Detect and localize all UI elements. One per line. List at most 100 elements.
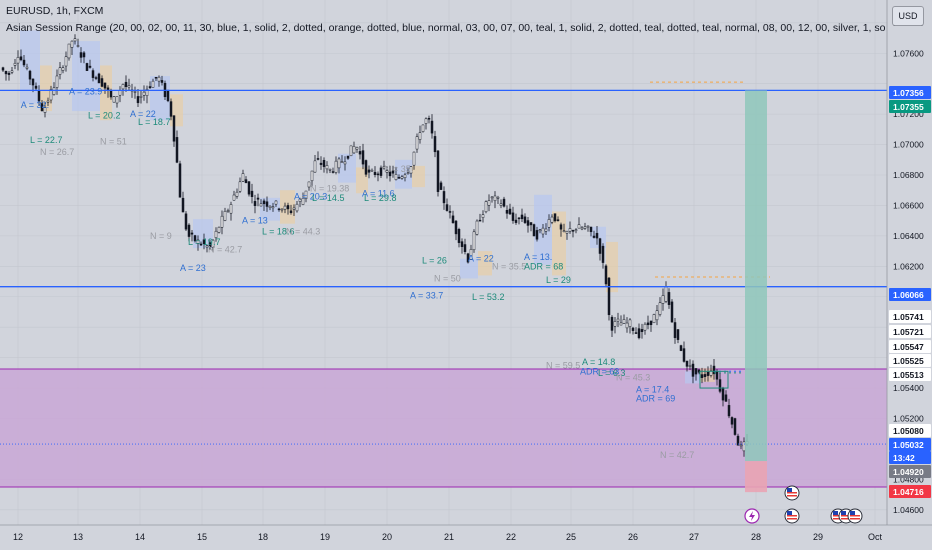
time-tick-label: 20 xyxy=(382,532,392,542)
candle-body xyxy=(133,91,137,93)
price-badge-label: 1.07356 xyxy=(893,88,924,98)
candle-body xyxy=(379,167,383,176)
price-badge xyxy=(889,354,931,367)
candle-body xyxy=(418,132,422,140)
candle-body xyxy=(496,196,500,199)
candle-body xyxy=(583,226,587,229)
price-badge-label: 1.05741 xyxy=(893,312,924,322)
price-badge xyxy=(889,465,931,478)
candle-body xyxy=(532,224,536,237)
candle-body xyxy=(43,106,47,113)
candle-body xyxy=(187,224,191,237)
candle-body xyxy=(499,203,503,206)
candle-body xyxy=(211,239,215,248)
demand-zone[interactable] xyxy=(0,369,887,487)
session-range-label: L = 20.2 xyxy=(88,111,120,121)
flag-canton xyxy=(833,511,838,515)
economic-event-icon[interactable] xyxy=(784,485,800,501)
candle-body xyxy=(76,45,80,47)
price-badge-label: 1.04920 xyxy=(893,467,924,477)
candle-body xyxy=(586,225,590,228)
candle-body xyxy=(592,235,596,238)
candle-body xyxy=(742,441,746,452)
symbol-info[interactable]: EURUSD, 1h, FXCM xyxy=(6,5,104,17)
candle-body xyxy=(322,159,326,167)
lightning-bolt-icon xyxy=(749,511,755,521)
session-range-label: N = 42.7 xyxy=(660,450,694,460)
flag-stripe xyxy=(850,518,860,520)
candle-body xyxy=(88,65,92,68)
session-outline-box xyxy=(699,370,729,389)
session-range-label: N = 19.38 xyxy=(310,184,349,194)
price-badge xyxy=(889,424,931,437)
price-badge-label: 1.05513 xyxy=(893,370,924,380)
dividend-event-icon[interactable] xyxy=(744,508,760,524)
session-range-label: L = 18.7 xyxy=(138,117,170,127)
candle-body xyxy=(355,147,359,150)
currency-button[interactable]: USD xyxy=(892,6,924,26)
candle-body xyxy=(487,200,491,206)
candle-body xyxy=(229,204,233,214)
candle-body xyxy=(352,146,356,154)
candle-body xyxy=(310,170,314,182)
price-badge xyxy=(889,451,931,464)
candle-body xyxy=(205,245,209,248)
candle-body xyxy=(343,161,347,165)
candle-body xyxy=(409,166,413,174)
candle-body xyxy=(604,265,608,285)
candle-body xyxy=(178,163,182,198)
candle-body xyxy=(271,206,275,209)
session-range-box xyxy=(72,41,100,112)
flag-stripe xyxy=(841,518,851,520)
candle-body xyxy=(256,197,260,200)
session-range-label: N = 44.3 xyxy=(286,226,320,236)
candle-body xyxy=(295,203,299,212)
candle-body xyxy=(541,227,545,235)
indicator-legend[interactable]: Asian Session Range (20, 00, 02, 00, 11,… xyxy=(6,22,886,34)
session-range-box xyxy=(478,251,492,276)
candle-body xyxy=(631,327,635,331)
candle-body xyxy=(253,201,257,206)
candle-body xyxy=(736,435,740,446)
candle-body xyxy=(706,371,710,376)
candle-body xyxy=(721,387,725,401)
session-range-box xyxy=(20,30,40,104)
candle-body xyxy=(79,52,83,58)
flag-stripe xyxy=(833,518,843,520)
price-badge-label: 1.04716 xyxy=(893,487,924,497)
candle-body xyxy=(34,85,38,89)
flag-stripe xyxy=(787,492,797,494)
candle-body xyxy=(259,203,263,207)
stop-loss-zone[interactable] xyxy=(745,461,767,493)
session-range-label: A = 17.4 xyxy=(636,385,669,395)
candle-body xyxy=(67,43,71,59)
candle-body xyxy=(4,71,8,75)
candle-body xyxy=(529,222,533,226)
candle-body xyxy=(127,85,131,88)
candle-body xyxy=(265,201,269,207)
session-range-label: L = 26 xyxy=(422,255,447,265)
candle-body xyxy=(484,201,488,213)
price-tick-label: 1.06800 xyxy=(893,170,924,180)
candle-body xyxy=(637,328,641,339)
economic-event-icon[interactable] xyxy=(847,508,863,524)
candle-body xyxy=(226,210,230,212)
price-badge xyxy=(889,485,931,498)
candle-body xyxy=(232,194,236,201)
candle-body xyxy=(157,76,161,82)
take-profit-zone[interactable] xyxy=(745,90,767,462)
session-range-box xyxy=(395,159,412,189)
candle-body xyxy=(109,90,113,98)
time-axis[interactable] xyxy=(0,525,932,550)
candle-body xyxy=(442,191,446,204)
candle-body xyxy=(28,70,32,80)
candle-body xyxy=(559,224,563,230)
candle-body xyxy=(703,374,707,377)
economic-event-icon[interactable] xyxy=(784,508,800,524)
candle-body xyxy=(724,394,728,402)
session-range-label: ADR = 63 xyxy=(580,366,619,376)
time-tick-label: 12 xyxy=(13,532,23,542)
candle-body xyxy=(556,219,560,221)
